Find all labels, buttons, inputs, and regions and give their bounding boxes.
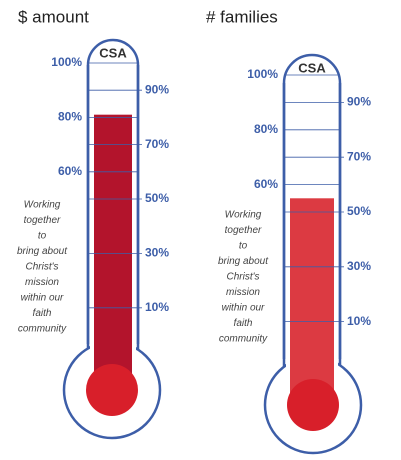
- caption-line: within our: [21, 293, 64, 304]
- caption-line: bring about: [218, 256, 269, 267]
- y2-tick-label: 90%: [347, 95, 371, 109]
- caption-line: Working: [24, 200, 61, 211]
- caption-line: together: [225, 225, 262, 236]
- caption-line: faith: [33, 308, 52, 319]
- y2-tick-label: 70%: [145, 137, 169, 151]
- y2-tick-label: 90%: [145, 82, 169, 96]
- csa-label: CSA: [298, 60, 326, 75]
- caption-line: community: [18, 324, 67, 335]
- y-tick-label: 100%: [51, 55, 82, 69]
- fill-level: [290, 198, 334, 405]
- y2-tick-label: 50%: [145, 191, 169, 205]
- thermometer-graphic: $ amount CSA 60% 80% 100% 10% 30% 50% 70% 90% Work…: [0, 0, 401, 460]
- title: $ amount: [18, 7, 89, 26]
- y2-tick-label: 10%: [347, 314, 371, 328]
- y-tick-label: 60%: [254, 177, 278, 191]
- caption-line: Christ's: [226, 272, 259, 283]
- caption-line: bring about: [17, 246, 68, 257]
- caption-line: mission: [226, 287, 260, 298]
- y2-tick-label: 70%: [347, 149, 371, 163]
- y2-tick-label: 30%: [145, 246, 169, 260]
- caption-line: Working: [225, 210, 262, 221]
- y-tick-label: 60%: [58, 164, 82, 178]
- y-tick-label: 80%: [254, 122, 278, 136]
- title: # families: [206, 7, 278, 26]
- y2-tick-label: 10%: [145, 300, 169, 314]
- bulb: [86, 364, 138, 416]
- caption-line: mission: [25, 277, 59, 288]
- csa-label: CSA: [99, 45, 127, 60]
- caption-line: together: [24, 215, 61, 226]
- fill-level: [94, 115, 132, 390]
- y-tick-label: 80%: [58, 110, 82, 124]
- y2-tick-label: 50%: [347, 204, 371, 218]
- y-tick-label: 100%: [247, 67, 278, 81]
- caption-line: within our: [222, 303, 265, 314]
- caption-line: faith: [234, 318, 253, 329]
- bulb: [287, 379, 339, 431]
- caption-line: to: [38, 231, 47, 242]
- caption-line: community: [219, 334, 268, 345]
- caption-line: to: [239, 241, 248, 252]
- caption-line: Christ's: [25, 262, 58, 273]
- y2-tick-label: 30%: [347, 259, 371, 273]
